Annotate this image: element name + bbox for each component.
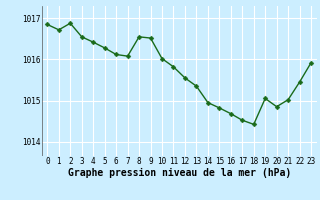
X-axis label: Graphe pression niveau de la mer (hPa): Graphe pression niveau de la mer (hPa) <box>68 168 291 178</box>
